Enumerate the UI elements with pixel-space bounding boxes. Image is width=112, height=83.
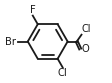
Text: F: F — [30, 5, 36, 15]
Text: O: O — [81, 44, 89, 54]
Text: Cl: Cl — [58, 68, 68, 78]
Text: Br: Br — [5, 37, 16, 46]
Text: Cl: Cl — [82, 24, 91, 34]
